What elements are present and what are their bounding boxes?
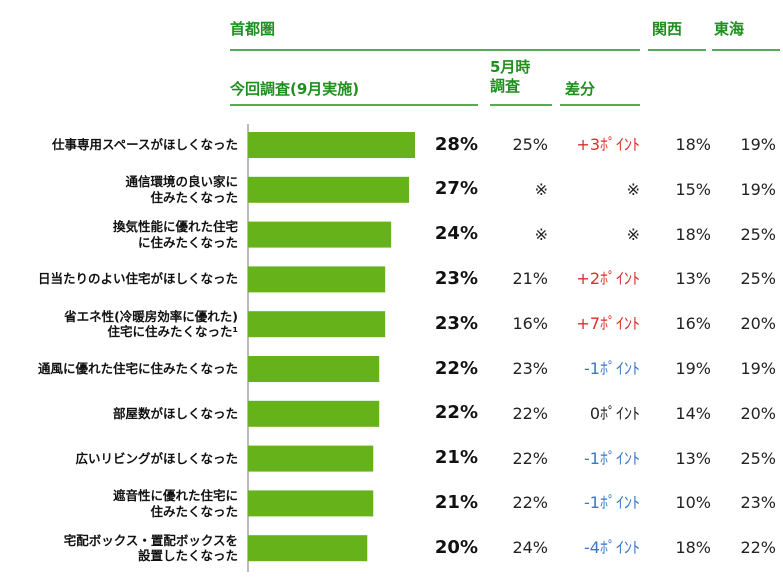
table-cell: 19% [740,135,776,154]
bar [248,266,386,293]
table-cell: 23% [740,493,776,513]
table-cell: 25% [740,269,776,289]
bar [248,356,380,382]
category-label: 日当たりのよい住宅がほしくなった [37,271,238,287]
table-cell: +2ﾎﾟｲﾝﾄ [576,269,640,289]
category-label: 換気性能に優れた住宅 に住みたくなった [112,219,238,250]
value-label: 21% [434,491,478,513]
bar [248,176,410,203]
table-cell: 15% [675,179,711,199]
table-cell: 13% [675,448,711,468]
table-cell: +7ﾎﾟｲﾝﾄ [576,314,640,334]
table-cell: 25% [512,135,548,154]
category-label: 部屋数がほしくなった [112,405,238,421]
table-cell: 18% [675,538,711,558]
category-label: 宅配ボックス・置配ボックスを 設置したくなった [63,532,238,564]
table-cell: 13% [675,269,711,289]
category-label: 遮音性に優れた住宅に 住みたくなった [112,487,238,519]
value-label: 27% [434,178,478,200]
table-cell: ※ [626,179,640,199]
category-label: 広いリビングがほしくなった [75,450,238,466]
table-cell: +3ﾎﾟｲﾝﾄ [576,135,640,154]
table-cell: -1ﾎﾟｲﾝﾄ [584,359,640,378]
table-cell: 24% [512,538,548,558]
bar [248,311,386,338]
table-cell: 18% [675,135,711,154]
table-cell: -4ﾎﾟｲﾝﾄ [584,538,640,558]
value-label: 28% [434,133,478,155]
value-label: 23% [434,312,478,334]
table-cell: 21% [512,269,548,289]
bar [248,445,374,472]
bar [248,221,392,248]
table-cell: 22% [740,538,776,558]
table-cell: 19% [740,359,776,378]
value-label: 22% [434,402,478,424]
table-cell: 25% [740,224,776,244]
table-cell: 16% [675,314,711,334]
table-cell: 25% [740,448,776,468]
table-cell: ※ [534,179,548,199]
table-cell: ※ [534,224,548,244]
table-cell: 20% [740,314,776,334]
bar [248,535,368,562]
category-label: 通信環境の良い家に 住みたくなった [125,174,238,205]
bar [248,490,374,517]
table-cell: 22% [512,493,548,513]
table-cell: -1ﾎﾟｲﾝﾄ [584,493,640,513]
bar-header: 今回調査(9月実施) [230,80,360,98]
table-cell: 16% [512,314,548,334]
table-cell: 23% [512,359,548,378]
value-label: 23% [434,267,478,289]
table-cell: 10% [675,493,711,513]
category-label: 省エネ性(冷暖房効率に優れた) 住宅に住みたくなった¹ [64,308,238,340]
value-label: 20% [434,536,478,558]
table-cell: 22% [512,403,548,423]
column-header: 差分 [565,80,596,98]
table-cell: 14% [675,403,711,423]
table-cell: 19% [675,359,711,378]
table-cell: 0ﾎﾟｲﾝﾄ [589,403,640,423]
bar [248,132,415,158]
table-cell: 22% [512,448,548,468]
column-header: 東海 [714,20,745,38]
category-label: 仕事専用スペースがほしくなった [51,137,238,152]
column-header: 5月時 調査 [490,58,531,95]
value-label: 24% [434,223,478,245]
group-header: 首都圏 [230,20,276,38]
table-cell: 19% [740,179,776,199]
bar [248,400,380,427]
value-label: 22% [434,357,478,379]
table-cell: ※ [626,224,640,244]
table-cell: -1ﾎﾟｲﾝﾄ [584,448,640,468]
column-header: 関西 [652,20,683,38]
table-cell: 20% [740,403,776,423]
table-cell: 18% [675,224,711,244]
category-label: 通風に優れた住宅に住みたくなった [37,361,238,376]
value-label: 21% [434,447,478,469]
